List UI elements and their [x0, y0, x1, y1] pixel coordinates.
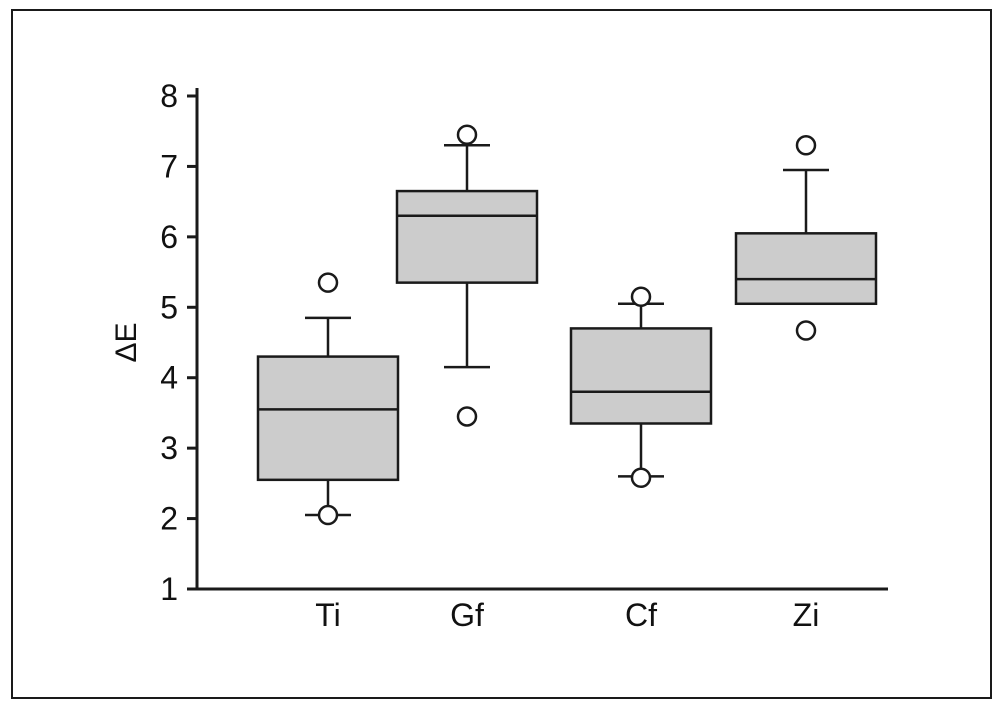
x-category-label: Ti — [315, 597, 340, 633]
outlier-marker — [317, 272, 339, 293]
iqr-box — [569, 327, 713, 425]
x-category-label: Zi — [793, 597, 820, 633]
y-tick-label: 6 — [160, 219, 178, 255]
y-tick-label: 3 — [160, 430, 178, 466]
outlier-marker — [630, 286, 652, 307]
iqr-box — [256, 355, 400, 482]
x-category-label: Cf — [625, 597, 657, 633]
y-tick-label: 4 — [160, 360, 178, 396]
outlier-marker — [630, 467, 652, 488]
outlier-marker — [795, 320, 817, 341]
iqr-box — [395, 189, 539, 284]
outlier-marker — [456, 406, 478, 427]
iqr-box — [734, 232, 878, 306]
y-tick-label: 5 — [160, 289, 178, 325]
x-category-label: Gf — [450, 597, 484, 633]
y-tick-label: 8 — [160, 78, 178, 114]
y-tick-label: 7 — [160, 148, 178, 184]
y-tick-label: 1 — [160, 571, 178, 607]
outlier-marker — [456, 124, 478, 145]
figure-frame — [11, 9, 992, 699]
outlier-marker — [317, 504, 339, 526]
y-tick-label: 2 — [160, 501, 178, 537]
y-axis-title: ΔE — [110, 322, 143, 362]
outlier-marker — [795, 135, 817, 156]
